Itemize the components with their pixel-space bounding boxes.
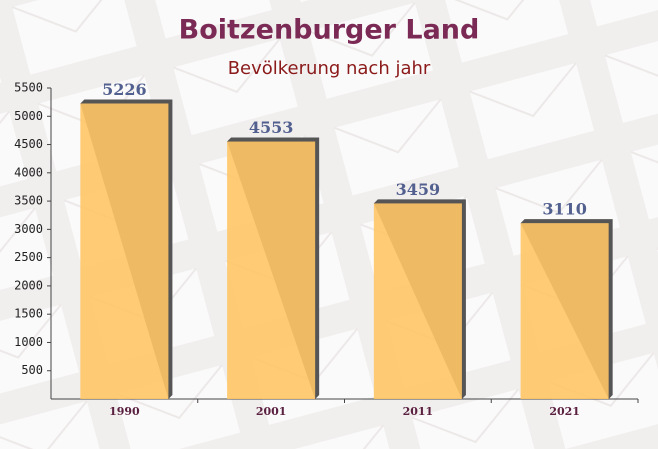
y-tick-label: 5500 [14,81,43,95]
y-tick-label: 3000 [14,222,43,236]
y-tick-label: 3500 [14,194,43,208]
chart-subtitle: Bevölkerung nach jahr [228,58,431,79]
bar [227,141,316,400]
value-label: 5226 [102,80,147,99]
y-tick-label: 2500 [14,250,43,264]
y-tick-label: 1000 [14,335,43,349]
value-label: 3459 [396,180,441,199]
y-tick-label: 500 [21,363,43,377]
y-tick-label: 5000 [14,109,43,123]
x-tick-label: 1990 [109,405,140,418]
bar [520,223,609,399]
y-tick-label: 1500 [14,307,43,321]
x-tick-label: 2021 [549,405,580,418]
value-label: 3110 [542,200,587,219]
value-label: 4553 [249,118,294,137]
chart-title: Boitzenburger Land [179,15,480,46]
bar [373,203,462,399]
y-tick-label: 4500 [14,137,43,151]
y-tick-label: 4000 [14,165,43,179]
bar [80,103,169,399]
x-tick-label: 2011 [403,405,434,418]
y-tick-label: 2000 [14,278,43,292]
x-tick-label: 2001 [256,405,287,418]
